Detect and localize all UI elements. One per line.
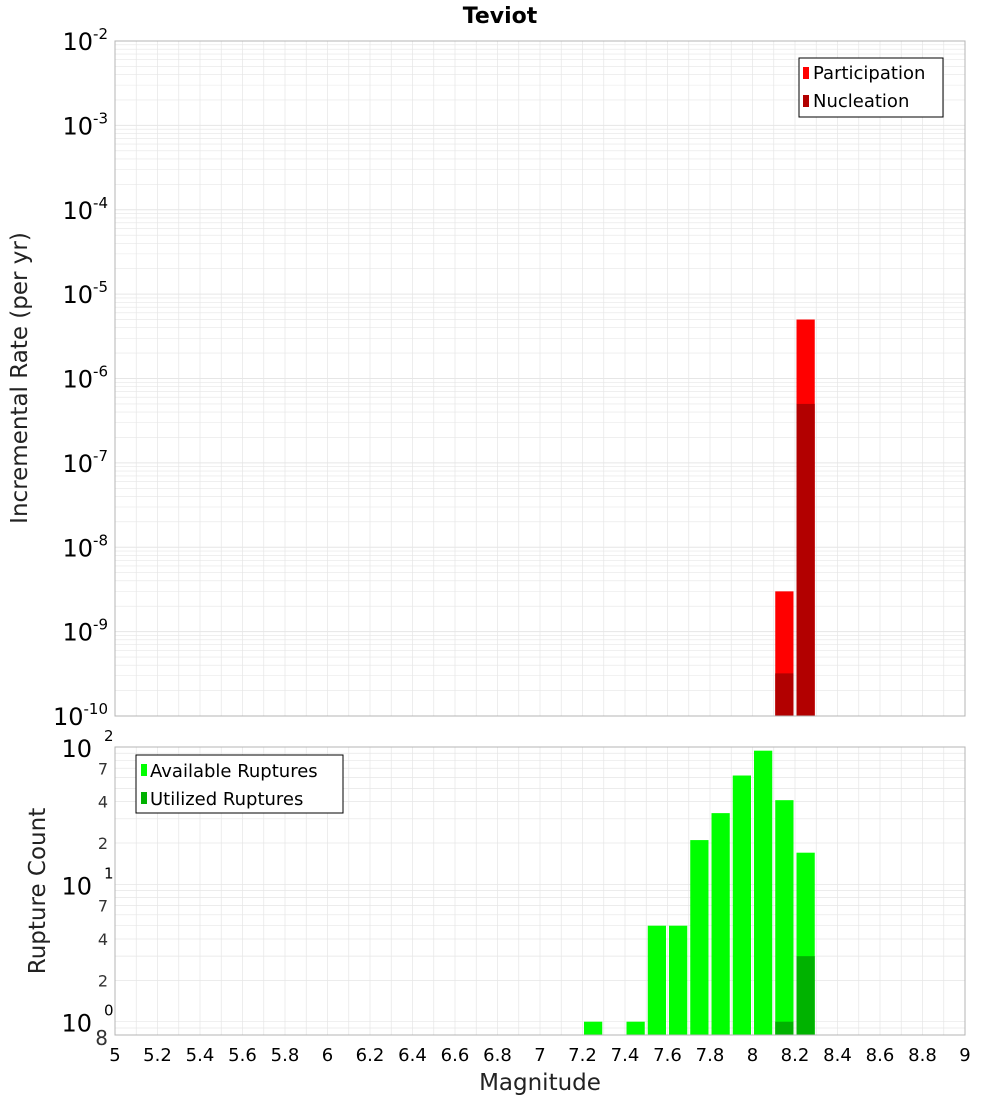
x-tick-label: 8.2 [781,1045,810,1066]
bottom-y-axis-ticks: 10 0 10 1 10 2 8 2 4 7 2 4 7 [61,727,113,1050]
x-tick-label: 6.4 [398,1045,427,1066]
chart-title: Teviot [463,4,538,29]
available-ruptures-bar [669,925,688,1035]
x-tick-label: 7 [534,1045,545,1066]
bottom-plot-bars [584,750,815,1035]
top-plot-bars [775,319,815,716]
utilized-ruptures-bar [775,1021,794,1035]
x-tick-label: 5 [109,1045,120,1066]
available-ruptures-bar [775,800,794,1035]
bottom-y-minor-tick-label: 4 [98,793,108,812]
top-plot-frame [114,40,966,717]
x-tick-label: 5.4 [186,1045,215,1066]
top-plot-grid [114,41,966,717]
x-tick-label: 7.2 [568,1045,597,1066]
legend-participation-swatch [803,67,809,79]
available-ruptures-bar [754,750,773,1035]
x-tick-label: 9 [959,1045,970,1066]
top-y-tick-label: 10-10 [53,700,108,731]
legend-utilized-label: Utilized Ruptures [150,789,303,810]
x-tick-label: 6.8 [483,1045,512,1066]
top-y-tick-label: 10-6 [62,363,108,394]
bottom-y-major-tick-exponent: 1 [104,864,114,882]
legend-available-swatch [141,764,147,776]
legend-available-label: Available Ruptures [150,761,318,782]
x-tick-label: 8.4 [823,1045,852,1066]
nucleation-bar [796,403,815,716]
bottom-y-minor-tick-label: 4 [98,930,108,949]
available-ruptures-bar [626,1021,645,1035]
legend-nucleation-label: Nucleation [813,91,909,112]
bottom-y-major-tick-exponent: 0 [104,1002,114,1020]
bottom-y-axis-label: Rupture Count [25,808,51,974]
legend-nucleation-swatch [803,95,809,107]
top-y-tick-label: 10-4 [62,194,108,225]
x-tick-label: 8 [747,1045,758,1066]
x-tick-label: 5.6 [228,1045,257,1066]
bottom-y-minor-tick-label: 8 [95,1026,108,1050]
legend-utilized-swatch [141,792,147,804]
bottom-plot-grid [114,746,966,1036]
bottom-legend: Available Ruptures Utilized Ruptures [135,754,344,814]
x-tick-label: 7.8 [696,1045,725,1066]
bottom-y-minor-tick-label: 7 [98,897,108,916]
bottom-y-minor-tick-label: 2 [98,971,108,990]
bottom-y-major-tick-label: 10 [61,735,92,763]
utilized-ruptures-bar [796,956,815,1035]
bottom-y-minor-tick-label: 7 [98,759,108,778]
x-axis-ticks: 5 5.2 5.4 5.6 5.8 6 6.2 6.4 6.6 6.8 7 7.2 7.4 7.6 7.8 8… [109,1045,970,1066]
top-y-axis-ticks: 10-10 10-9 10-8 10-7 10-6 10-5 10-4 10-3 10-2 [53,25,108,731]
nucleation-bar [775,673,794,716]
x-tick-label: 7.4 [611,1045,640,1066]
top-y-tick-label: 10-7 [62,447,108,478]
top-legend: Participation Nucleation [798,57,944,118]
x-tick-label: 8.8 [908,1045,937,1066]
available-ruptures-bar [584,1021,603,1035]
top-y-tick-label: 10-9 [62,616,108,647]
top-y-tick-label: 10-5 [62,278,108,309]
available-ruptures-bar [732,775,751,1035]
x-tick-label: 8.6 [866,1045,895,1066]
bottom-plot-frame [114,746,966,1036]
available-ruptures-bar [711,813,730,1035]
bottom-y-major-tick-label: 10 [61,1010,92,1038]
top-y-axis-label: Incremental Rate (per yr) [7,232,33,524]
available-ruptures-bar [690,840,709,1035]
top-y-tick-label: 10-2 [62,25,108,56]
x-axis-label: Magnitude [479,1070,601,1096]
available-ruptures-bar [647,925,666,1035]
bottom-y-major-tick-exponent: 2 [104,727,114,745]
bottom-y-major-tick-label: 10 [61,872,92,900]
legend-participation-label: Participation [813,63,925,84]
x-tick-label: 5.2 [143,1045,172,1066]
bottom-y-minor-tick-label: 2 [98,834,108,853]
top-y-tick-label: 10-8 [62,531,108,562]
x-tick-label: 6.2 [356,1045,385,1066]
bottom-legend-box [135,754,344,814]
top-y-tick-label: 10-3 [62,109,108,140]
x-tick-label: 6.6 [441,1045,470,1066]
x-tick-label: 5.8 [271,1045,300,1066]
top-legend-box [798,57,944,118]
x-tick-label: 7.6 [653,1045,682,1066]
x-tick-label: 6 [322,1045,333,1066]
